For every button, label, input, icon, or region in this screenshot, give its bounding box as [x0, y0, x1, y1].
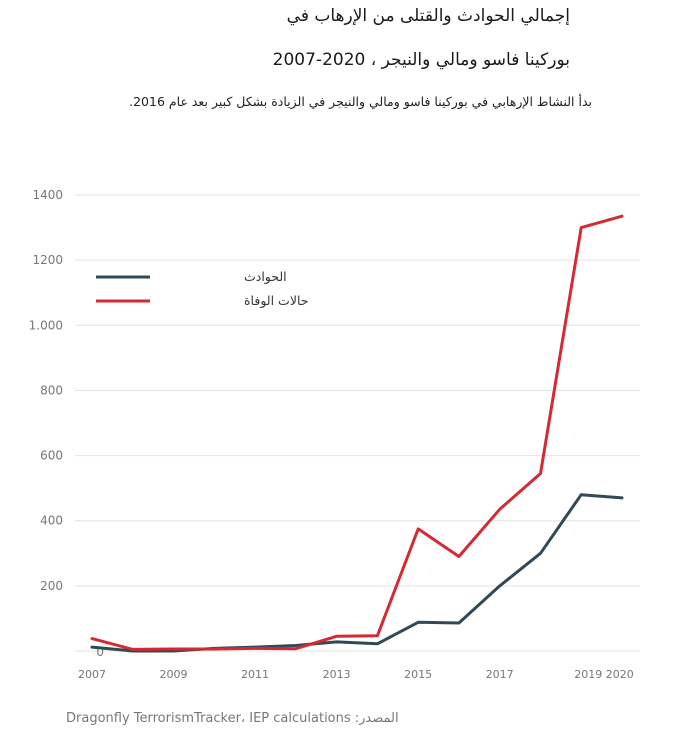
- x-tick-label: 2013: [323, 668, 351, 681]
- source-note: Dragonfly TerrorismTracker، IEP calculat…: [66, 711, 399, 726]
- chart-title-line-2: بوركينا فاسو ومالي والنيجر ، 2020-2007: [272, 50, 570, 70]
- grid-lines: [75, 194, 640, 652]
- legend-label-1: حالات الوفاة: [244, 293, 308, 309]
- y-axis-ticks: 0 200 400 600 800 1.000 1200 1400: [29, 188, 104, 659]
- y-tick-label: 600: [40, 449, 63, 463]
- series-line-1: [90, 214, 624, 651]
- x-tick-label: 2017: [486, 668, 514, 681]
- y-tick-label: 1400: [32, 188, 63, 202]
- y-tick-label: 1200: [32, 253, 63, 267]
- x-axis-ticks: 2007 2009 2011 2013 2015 2017 2019 2020: [78, 668, 634, 681]
- y-tick-label: 200: [40, 579, 63, 593]
- series-line-0: [90, 493, 624, 653]
- x-tick-label: 2009: [160, 668, 188, 681]
- x-tick-label: 2007: [78, 668, 106, 681]
- x-tick-label: 2019 2020: [574, 668, 634, 681]
- chart-subtitle: بدأ النشاط الإرهابي في بوركينا فاسو ومال…: [129, 94, 592, 109]
- y-tick-label: 400: [40, 514, 63, 528]
- y-tick-label: 0: [96, 645, 104, 659]
- y-tick-label: 1.000: [29, 318, 63, 332]
- chart-title-line-1: إجمالي الحوادث والقتلى من الإرهاب في: [286, 6, 570, 26]
- series-lines: [90, 214, 624, 653]
- x-tick-label: 2015: [404, 668, 432, 681]
- y-tick-label: 800: [40, 383, 63, 397]
- x-tick-label: 2011: [241, 668, 269, 681]
- legend-label-0: الحوادث: [244, 269, 287, 285]
- legend: الحوادث حالات الوفاة: [96, 269, 308, 309]
